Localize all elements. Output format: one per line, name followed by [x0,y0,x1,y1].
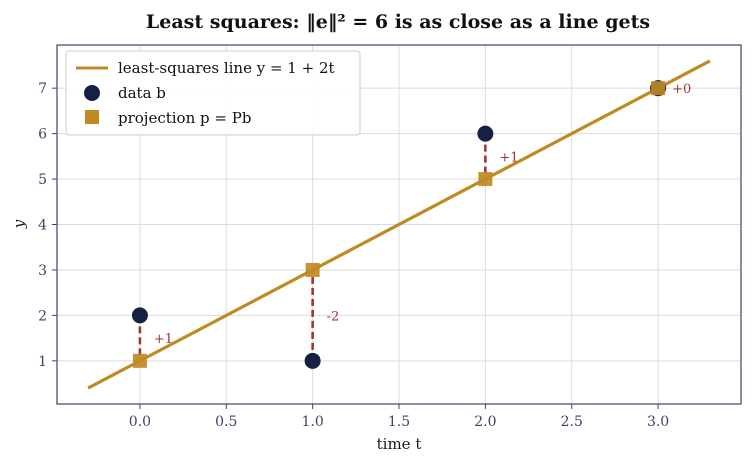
y-tick-label: 5 [38,172,47,188]
projection-point [478,172,493,187]
x-tick-label: 3.0 [647,414,669,430]
y-axis-label: y [10,219,28,229]
ticks: 0.0 0.5 1.0 1.5 2.0 2.5 3.0 1 2 3 4 5 6 7 [38,81,669,430]
legend-entry-projection: projection p = Pb [118,109,251,127]
data-point [304,352,321,369]
grid [57,45,741,404]
x-axis-label: time t [377,435,422,453]
fit-line [87,59,711,390]
projection-point [651,81,666,96]
residual-labels: +1 -2 +1 +0 [154,82,691,347]
residual-segments [138,133,487,361]
legend-circle-swatch [84,85,100,101]
projection-point [132,353,147,368]
x-tick-label: 0.5 [215,414,237,430]
projection-point [305,262,320,277]
data-point [477,125,494,142]
residual-label: +0 [672,82,691,97]
x-tick-label: 1.5 [388,414,410,430]
fit-line-layer [87,59,711,390]
legend: least-squares line y = 1 + 2t data b pro… [65,50,361,136]
x-tick-label: 0.0 [129,414,151,430]
residual-label: +1 [499,150,518,165]
y-tick-label: 3 [38,263,47,279]
data-point [131,307,148,324]
residual-label: -2 [327,309,340,324]
y-tick-label: 2 [38,308,47,324]
legend-entry-data: data b [118,84,166,102]
y-tick-label: 1 [38,354,47,370]
legend-square-swatch [85,110,99,124]
chart-title: Least squares: ‖e‖² = 6 is as close as a… [146,11,650,33]
markers [131,80,667,369]
y-tick-label: 4 [38,218,47,234]
y-tick-label: 7 [38,81,47,97]
x-tick-label: 2.5 [561,414,583,430]
legend-entry-fit-line: least-squares line y = 1 + 2t [118,59,335,77]
x-tick-label: 2.0 [474,414,496,430]
legend-box [65,50,361,136]
x-tick-label: 1.0 [302,414,324,430]
y-tick-label: 6 [38,127,47,143]
residual-label: +1 [154,332,173,347]
